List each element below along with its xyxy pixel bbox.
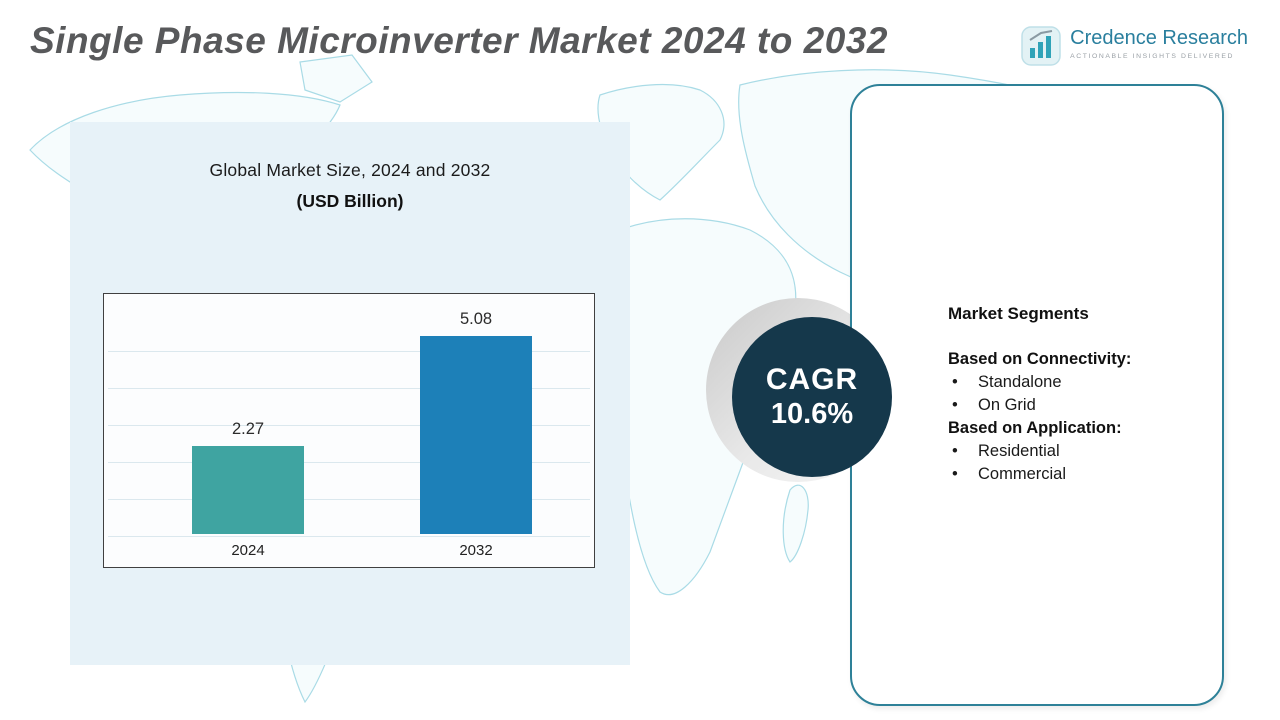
brand-tagline: Actionable Insights Delivered (1070, 53, 1234, 60)
brand-logo: Credence Research Actionable Insights De… (1021, 26, 1248, 66)
map-greenland (299, 54, 373, 103)
bar-value-label: 2.27 (231, 420, 265, 438)
segments-heading: Market Segments (948, 304, 1089, 323)
gridline (108, 462, 590, 463)
segment-item: On Grid (948, 394, 1204, 417)
segment-group-title: Based on Application: (948, 419, 1122, 437)
gridline (108, 388, 590, 389)
category-label-2032: 2032 (459, 542, 493, 559)
page-title: Single Phase Microinverter Market 2024 t… (30, 20, 888, 61)
gridline (108, 536, 590, 537)
cagr-label: CAGR (765, 363, 859, 396)
bar-2032 (420, 336, 532, 534)
segment-item: Commercial (948, 463, 1204, 486)
brand-name: Credence Research (1070, 27, 1248, 49)
segment-item: Residential (948, 440, 1204, 463)
segment-group-application: Based on Application: Residential Commer… (948, 417, 1204, 486)
category-axis: 2024 2032 (104, 542, 594, 559)
gridline (108, 351, 590, 352)
market-segments-card: Market Segments Based on Connectivity: S… (850, 84, 1224, 706)
gridline (108, 499, 590, 500)
bar-value-label: 5.08 (459, 310, 493, 328)
map-madagascar (782, 484, 809, 563)
bar-group-2024: 2.27 (183, 420, 313, 534)
cagr-badge: CAGR 10.6% (732, 317, 892, 477)
bars-row: 2.27 5.08 (104, 310, 594, 534)
segment-list: Standalone On Grid (948, 371, 1204, 417)
chart-title-block: Global Market Size, 2024 and 2032 (USD B… (70, 160, 630, 212)
chart-subtitle: (USD Billion) (296, 191, 404, 211)
bar-chart: 2.27 5.08 2024 2032 (103, 293, 595, 568)
segment-list: Residential Commercial (948, 440, 1204, 486)
segments-content: Market Segments Based on Connectivity: S… (948, 304, 1204, 486)
bar-group-2032: 5.08 (411, 310, 541, 534)
segment-item: Standalone (948, 371, 1204, 394)
cagr-value: 10.6% (770, 398, 854, 430)
gridline (108, 425, 590, 426)
bar-chart-logo-icon (1021, 26, 1061, 66)
brand-text-block: Credence Research Actionable Insights De… (1070, 26, 1248, 60)
segment-group-title: Based on Connectivity: (948, 350, 1132, 368)
segment-group-connectivity: Based on Connectivity: Standalone On Gri… (948, 348, 1204, 417)
category-label-2024: 2024 (231, 542, 265, 559)
bar-2024 (192, 446, 304, 534)
market-size-panel: Global Market Size, 2024 and 2032 (USD B… (70, 122, 630, 665)
chart-title: Global Market Size, 2024 and 2032 (209, 160, 491, 180)
